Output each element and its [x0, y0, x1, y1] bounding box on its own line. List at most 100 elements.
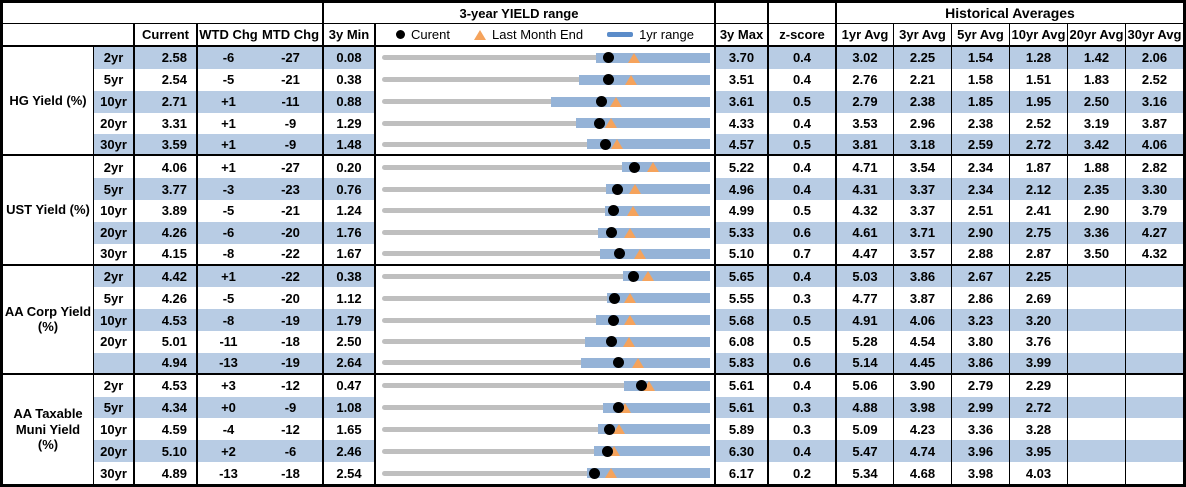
- cell-current: 4.06: [133, 156, 196, 179]
- bar-3y-range: [382, 208, 710, 214]
- range-chart: [374, 396, 714, 419]
- cell-z-score: 0.3: [767, 287, 835, 310]
- range-chart: [374, 374, 714, 397]
- cell-wtd-chg: +1: [196, 112, 259, 135]
- cell-avg-1yr-avg: 4.91: [835, 309, 893, 332]
- cell-3y-min: 2.50: [322, 331, 374, 353]
- chart-track: [382, 244, 710, 264]
- current-marker: [607, 314, 619, 326]
- cell-avg-30yr-avg: [1125, 331, 1183, 353]
- cell-avg-1yr-avg: 2.76: [835, 68, 893, 91]
- cell-avg-5yr-avg: 2.99: [951, 396, 1009, 419]
- cell-3y-max: 3.70: [714, 47, 767, 69]
- chart-track: [382, 222, 710, 244]
- header-spacer-labels: [3, 24, 133, 47]
- current-marker: [594, 117, 606, 129]
- bar-3y-range: [382, 405, 710, 411]
- cell-avg-5yr-avg: 2.86: [951, 287, 1009, 310]
- cell-avg-5yr-avg: 1.85: [951, 90, 1009, 113]
- cell-z-score: 0.5: [767, 90, 835, 113]
- cell-avg-20yr-avg: 3.50: [1067, 243, 1125, 266]
- cell-3y-min: 0.38: [322, 68, 374, 91]
- range-chart: [374, 287, 714, 310]
- last-month-end-marker: [610, 139, 623, 150]
- cell-avg-5yr-avg: 1.58: [951, 68, 1009, 91]
- cell-wtd-chg: -6: [196, 221, 259, 244]
- last-month-end-marker: [627, 205, 640, 216]
- cell-avg-30yr-avg: [1125, 352, 1183, 375]
- cell-avg-20yr-avg: [1067, 352, 1125, 375]
- cell-mtd-chg: -9: [259, 134, 322, 157]
- cell-avg-1yr-avg: 4.47: [835, 243, 893, 266]
- bar-3y-range: [382, 426, 710, 432]
- cell-avg-1yr-avg: 5.28: [835, 331, 893, 353]
- cell-avg-20yr-avg: 1.83: [1067, 68, 1125, 91]
- cell-z-score: 0.7: [767, 243, 835, 266]
- cell-avg-10yr-avg: 2.87: [1009, 243, 1067, 266]
- current-marker: [603, 423, 615, 435]
- cell-3y-max: 5.33: [714, 221, 767, 244]
- legend-current-label: Curent: [410, 27, 451, 42]
- cell-avg-1yr-avg: 5.03: [835, 265, 893, 288]
- cell-tenor: 30yr: [93, 243, 133, 266]
- cell-avg-5yr-avg: 3.36: [951, 418, 1009, 441]
- cell-z-score: 0.4: [767, 265, 835, 288]
- cell-3y-max: 5.55: [714, 287, 767, 310]
- bar-1yr-range: [586, 139, 710, 150]
- bar-3y-range: [382, 141, 710, 147]
- range-chart: [374, 265, 714, 288]
- range-chart: [374, 47, 714, 69]
- cell-avg-1yr-avg: 5.14: [835, 352, 893, 375]
- cell-avg-3yr-avg: 3.57: [893, 243, 951, 266]
- cell-mtd-chg: -18: [259, 462, 322, 484]
- cell-current: 4.94: [133, 352, 196, 375]
- current-marker: [600, 138, 612, 150]
- cell-current: 5.01: [133, 331, 196, 353]
- range-chart: [374, 440, 714, 463]
- last-month-end-marker: [629, 184, 642, 195]
- cell-avg-10yr-avg: 2.75: [1009, 221, 1067, 244]
- range-chart: [374, 90, 714, 113]
- cell-tenor: 5yr: [93, 178, 133, 200]
- last-month-end-marker: [613, 424, 626, 435]
- cell-avg-10yr-avg: 1.95: [1009, 90, 1067, 113]
- cell-3y-max: 3.61: [714, 90, 767, 113]
- cell-tenor: 5yr: [93, 68, 133, 91]
- cell-avg-1yr-avg: 5.09: [835, 418, 893, 441]
- cell-wtd-chg: +1: [196, 265, 259, 288]
- cell-avg-1yr-avg: 3.81: [835, 134, 893, 157]
- cell-tenor: 5yr: [93, 396, 133, 419]
- bar-1yr-range: [593, 446, 710, 457]
- bar-3y-range: [382, 164, 710, 170]
- cell-avg-30yr-avg: 2.82: [1125, 156, 1183, 179]
- header-spacer-z: [767, 3, 835, 24]
- cell-avg-3yr-avg: 3.86: [893, 265, 951, 288]
- header-spacer-left: [3, 3, 322, 24]
- cell-3y-min: 0.47: [322, 374, 374, 397]
- cell-z-score: 0.4: [767, 156, 835, 179]
- cell-mtd-chg: -18: [259, 331, 322, 353]
- cell-tenor: 2yr: [93, 265, 133, 288]
- cell-avg-3yr-avg: 4.68: [893, 462, 951, 484]
- cell-z-score: 0.4: [767, 47, 835, 69]
- range-chart: [374, 156, 714, 179]
- cell-avg-3yr-avg: 3.87: [893, 287, 951, 310]
- cell-avg-30yr-avg: [1125, 374, 1183, 397]
- cell-avg-5yr-avg: 2.90: [951, 221, 1009, 244]
- bar-1yr-range: [581, 357, 710, 368]
- cell-current: 4.89: [133, 462, 196, 484]
- bar-3y-range: [382, 77, 710, 83]
- cell-avg-20yr-avg: 3.42: [1067, 134, 1125, 157]
- cell-mtd-chg: -22: [259, 243, 322, 266]
- range-chart: [374, 199, 714, 222]
- cell-avg-5yr-avg: 2.34: [951, 156, 1009, 179]
- cell-avg-1yr-avg: 4.32: [835, 199, 893, 222]
- cell-3y-min: 1.12: [322, 287, 374, 310]
- cell-current: 4.42: [133, 265, 196, 288]
- cell-avg-5yr-avg: 2.88: [951, 243, 1009, 266]
- group-label: HG Yield (%): [3, 47, 93, 157]
- cell-3y-max: 6.08: [714, 331, 767, 353]
- cell-avg-5yr-avg: 2.79: [951, 374, 1009, 397]
- bar-1yr-range: [585, 336, 710, 347]
